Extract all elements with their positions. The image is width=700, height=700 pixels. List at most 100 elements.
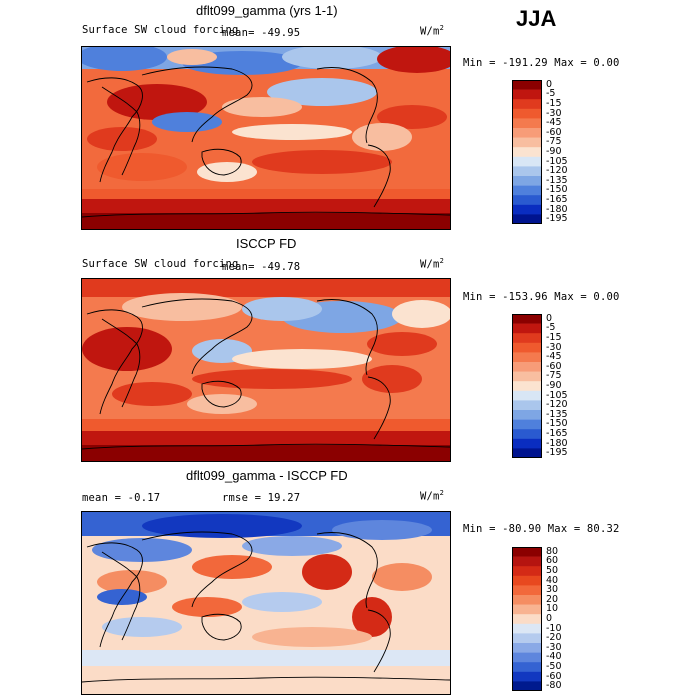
colorbar-swatch	[512, 643, 542, 653]
coastline	[86, 77, 143, 183]
colorbar-tick-label: -150	[546, 184, 568, 196]
map-region	[82, 419, 450, 431]
colorbar-tick-label: -135	[546, 174, 568, 186]
colorbar-tick-label: 0	[546, 613, 553, 624]
colorbar-swatch	[512, 156, 542, 167]
colorbar-tick-label: 30	[546, 584, 559, 596]
colorbar-swatch	[512, 410, 542, 420]
colorbar-swatch	[512, 381, 542, 392]
colorbar-swatch	[512, 89, 542, 100]
map-region	[242, 297, 322, 321]
colorbar-swatch	[512, 108, 542, 119]
colorbar-swatch	[512, 371, 542, 382]
colorbar-tick-label: -75	[546, 136, 562, 148]
panel3-rmse: rmse = 19.27	[222, 492, 301, 504]
map-region	[302, 554, 352, 590]
coastline	[201, 613, 242, 641]
colorbar-swatch	[512, 147, 542, 158]
colorbar-tick-label: -195	[546, 213, 568, 225]
colorbar-swatch	[512, 137, 542, 148]
map-region	[82, 213, 450, 229]
map-region	[352, 123, 412, 151]
coastline	[367, 376, 391, 440]
panel3-mean: mean = -0.17	[82, 492, 161, 504]
colorbar-swatch	[512, 575, 542, 586]
colorbar-swatch	[512, 614, 542, 625]
colorbar-tick-label: 20	[546, 593, 559, 605]
colorbar-swatch	[512, 185, 542, 196]
map-region	[142, 514, 302, 538]
panel1-map-svg	[82, 47, 450, 229]
colorbar-swatch	[512, 314, 542, 324]
colorbar-tick-label: -90	[546, 380, 562, 391]
map-region	[232, 349, 372, 369]
map-region	[242, 536, 342, 556]
colorbar-tick-label: -30	[546, 641, 562, 653]
colorbar-tick-label: -105	[546, 155, 568, 167]
map-region	[377, 47, 450, 73]
panel2-mean: mean= -49.78	[222, 261, 301, 273]
map-region	[107, 84, 207, 120]
colorbar-tick-label: 80	[546, 545, 559, 557]
map-region	[122, 293, 242, 321]
map-region	[252, 150, 392, 174]
colorbar-border	[512, 547, 542, 691]
colorbar-tick-label: -45	[546, 351, 562, 363]
colorbar-tick-label: -90	[546, 146, 562, 157]
map-region	[167, 49, 217, 65]
map-region	[267, 78, 377, 106]
coastline	[141, 298, 253, 375]
map-region	[377, 105, 447, 129]
panel1-minmax: Min = -191.29 Max = 0.00	[463, 57, 620, 69]
colorbar-swatch	[512, 342, 542, 353]
colorbar-tick-label: -165	[546, 428, 568, 439]
colorbar-swatch	[512, 118, 542, 129]
coastline	[367, 609, 391, 673]
panel3-title: dflt099_gamma - ISCCP FD	[186, 468, 348, 483]
coastline	[82, 443, 450, 450]
map-region	[82, 199, 450, 213]
colorbar-tick-label: 0	[546, 312, 553, 324]
colorbar-swatch	[512, 671, 542, 682]
colorbar-tick-label: -30	[546, 107, 562, 119]
colorbar-swatch	[512, 662, 542, 673]
panel3-minmax: Min = -80.90 Max = 80.32	[463, 523, 620, 535]
colorbar-swatch	[512, 400, 542, 411]
colorbar-tick-label: -80	[546, 680, 562, 692]
colorbar-tick-label: -180	[546, 203, 568, 215]
colorbar-tick-label: 50	[546, 565, 559, 576]
panel1-units: W/m2	[420, 24, 444, 38]
panel2-subtitle: Surface SW cloud forcing	[82, 258, 239, 270]
panel1-title: dflt099_gamma (yrs 1-1)	[196, 3, 338, 18]
coastline	[141, 66, 253, 143]
colorbar-tick-label: -60	[546, 670, 562, 682]
colorbar-swatch	[512, 547, 542, 557]
colorbar-tick-label: -45	[546, 117, 562, 129]
colorbar-tick-label: 0	[546, 78, 553, 90]
colorbar-tick-label: -15	[546, 332, 562, 343]
map-region	[82, 327, 172, 371]
colorbar-swatch	[512, 128, 542, 138]
panel1-colorbar: 0 -5 -15 -30 -45 -60 -75 -90 -105 -120 -135 -150 -16…	[512, 79, 568, 228]
coastline	[82, 676, 450, 683]
map-region	[352, 597, 392, 637]
map-region	[82, 279, 450, 297]
map-region	[102, 617, 182, 637]
map-region	[192, 555, 272, 579]
map-region	[372, 563, 432, 591]
colorbar-swatch	[512, 438, 542, 449]
colorbar-swatch	[512, 604, 542, 615]
coastline	[82, 211, 450, 218]
panel3-colorbar-swatches	[512, 547, 542, 692]
colorbar-swatch	[512, 419, 542, 430]
colorbar-swatch	[512, 166, 542, 177]
map-region	[362, 365, 422, 393]
coastline	[316, 67, 378, 144]
coastline	[316, 532, 378, 609]
colorbar-border	[512, 314, 542, 458]
panel2-map	[81, 278, 451, 462]
map-region	[152, 112, 222, 132]
map-region	[197, 162, 257, 182]
colorbar-swatch	[512, 362, 542, 372]
panel3-map-svg	[82, 512, 450, 694]
